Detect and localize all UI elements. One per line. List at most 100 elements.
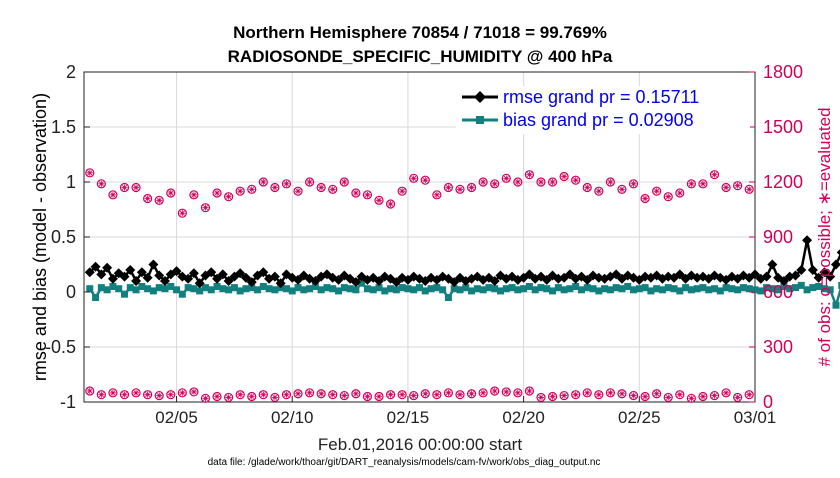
obs-count-point bbox=[582, 388, 592, 398]
obs-count-point bbox=[721, 182, 731, 193]
obs-count-star bbox=[109, 191, 116, 198]
obs-count-star bbox=[144, 391, 151, 398]
bias-point bbox=[207, 286, 215, 294]
bias-point bbox=[242, 285, 250, 293]
bias-point bbox=[705, 286, 713, 294]
obs-count-star bbox=[456, 186, 463, 193]
obs-count-star bbox=[422, 177, 429, 184]
obs-count-star bbox=[341, 392, 348, 399]
rmse-point bbox=[802, 235, 813, 246]
obs-count-point bbox=[501, 173, 511, 183]
bias-point bbox=[439, 286, 447, 294]
obs-count-star bbox=[618, 186, 625, 193]
bias-point bbox=[340, 284, 348, 292]
obs-count-star bbox=[364, 393, 371, 400]
obs-count-star bbox=[711, 392, 718, 399]
bias-point bbox=[786, 285, 794, 293]
bias-point bbox=[554, 284, 562, 292]
rmse-point bbox=[674, 269, 685, 280]
rmse-point bbox=[350, 277, 361, 288]
bias-point bbox=[230, 284, 238, 292]
bias-point bbox=[728, 285, 736, 293]
chart-title-line1: Northern Hemisphere 70854 / 71018 = 99.7… bbox=[233, 23, 607, 42]
obs-count-point bbox=[513, 177, 523, 187]
obs-count-star bbox=[399, 391, 406, 398]
obs-count-star bbox=[688, 395, 695, 402]
bias-point bbox=[392, 286, 400, 294]
obs-count-star bbox=[237, 391, 244, 398]
obs-count-point bbox=[686, 179, 696, 189]
bias-point bbox=[109, 283, 117, 290]
obs-count-star bbox=[445, 389, 452, 396]
obs-count-point bbox=[478, 177, 488, 187]
obs-count-point bbox=[177, 388, 187, 398]
y-left-tick-label: 0 bbox=[66, 282, 76, 302]
obs-count-star bbox=[665, 394, 672, 401]
bias-point bbox=[693, 285, 701, 293]
obs-count-star bbox=[676, 391, 683, 398]
rmse-point bbox=[269, 271, 280, 282]
obs-evaluated-series bbox=[85, 386, 754, 403]
obs-count-point bbox=[698, 391, 708, 402]
bias-point bbox=[653, 285, 661, 293]
bias-point bbox=[173, 286, 181, 294]
obs-count-star bbox=[271, 394, 278, 401]
bias-point bbox=[265, 285, 273, 293]
obs-count-point bbox=[628, 179, 639, 189]
bias-point bbox=[387, 285, 395, 293]
obs-count-star bbox=[341, 179, 348, 185]
obs-count-point bbox=[143, 193, 153, 204]
bias-point bbox=[126, 284, 134, 292]
rmse-point bbox=[246, 277, 257, 288]
series-layer bbox=[84, 168, 840, 403]
x-tick-label: 02/10 bbox=[271, 408, 314, 427]
obs-count-point bbox=[189, 387, 199, 397]
obs-count-point bbox=[721, 388, 731, 398]
bias-point bbox=[618, 285, 626, 293]
bias-point bbox=[577, 286, 585, 294]
obs-count-star bbox=[699, 180, 706, 187]
obs-count-star bbox=[746, 391, 753, 398]
bias-point bbox=[508, 284, 516, 292]
rmse-point bbox=[154, 270, 165, 281]
bias-point bbox=[751, 286, 759, 294]
bias-point bbox=[97, 284, 105, 292]
obs-count-star bbox=[514, 389, 521, 396]
obs-count-star bbox=[503, 175, 510, 182]
obs-count-point bbox=[258, 390, 268, 400]
rmse-point bbox=[125, 265, 136, 275]
bias-point bbox=[103, 286, 111, 294]
obs-count-point bbox=[443, 182, 454, 193]
obs-count-star bbox=[642, 393, 649, 400]
bias-point bbox=[797, 281, 805, 289]
obs-count-point bbox=[432, 190, 442, 200]
bias-point bbox=[201, 284, 209, 292]
rmse-point bbox=[136, 267, 147, 278]
obs-count-point bbox=[385, 390, 396, 400]
rmse-point bbox=[142, 272, 153, 283]
obs-count-point bbox=[420, 175, 430, 185]
obs-count-star bbox=[537, 179, 544, 185]
obs-count-point bbox=[490, 179, 500, 189]
obs-count-star bbox=[121, 391, 128, 398]
obs-count-point bbox=[547, 391, 558, 402]
rmse-point bbox=[836, 249, 840, 256]
obs-count-star bbox=[387, 391, 394, 398]
bias-point bbox=[716, 287, 724, 295]
obs-count-star bbox=[630, 180, 637, 187]
bias-point bbox=[317, 286, 325, 294]
rmse-point bbox=[761, 271, 772, 282]
obs-count-point bbox=[270, 182, 280, 193]
obs-count-star bbox=[549, 179, 556, 185]
y-axis-right-label: # of obs: o=possible; ∗=evaluated bbox=[815, 107, 834, 366]
y-left-tick-label: -0.5 bbox=[45, 337, 76, 357]
bias-point bbox=[768, 285, 776, 293]
obs-count-star bbox=[618, 390, 625, 397]
obs-count-point bbox=[698, 179, 708, 189]
bias-point bbox=[311, 283, 319, 290]
rmse-point bbox=[524, 269, 535, 280]
axis-ticks: 02/05 02/10 02/15 02/20 02/25 03/01 -1 -0.5 0 0.5… bbox=[45, 62, 803, 427]
bias-point bbox=[537, 284, 545, 292]
obs-count-star bbox=[133, 389, 140, 396]
